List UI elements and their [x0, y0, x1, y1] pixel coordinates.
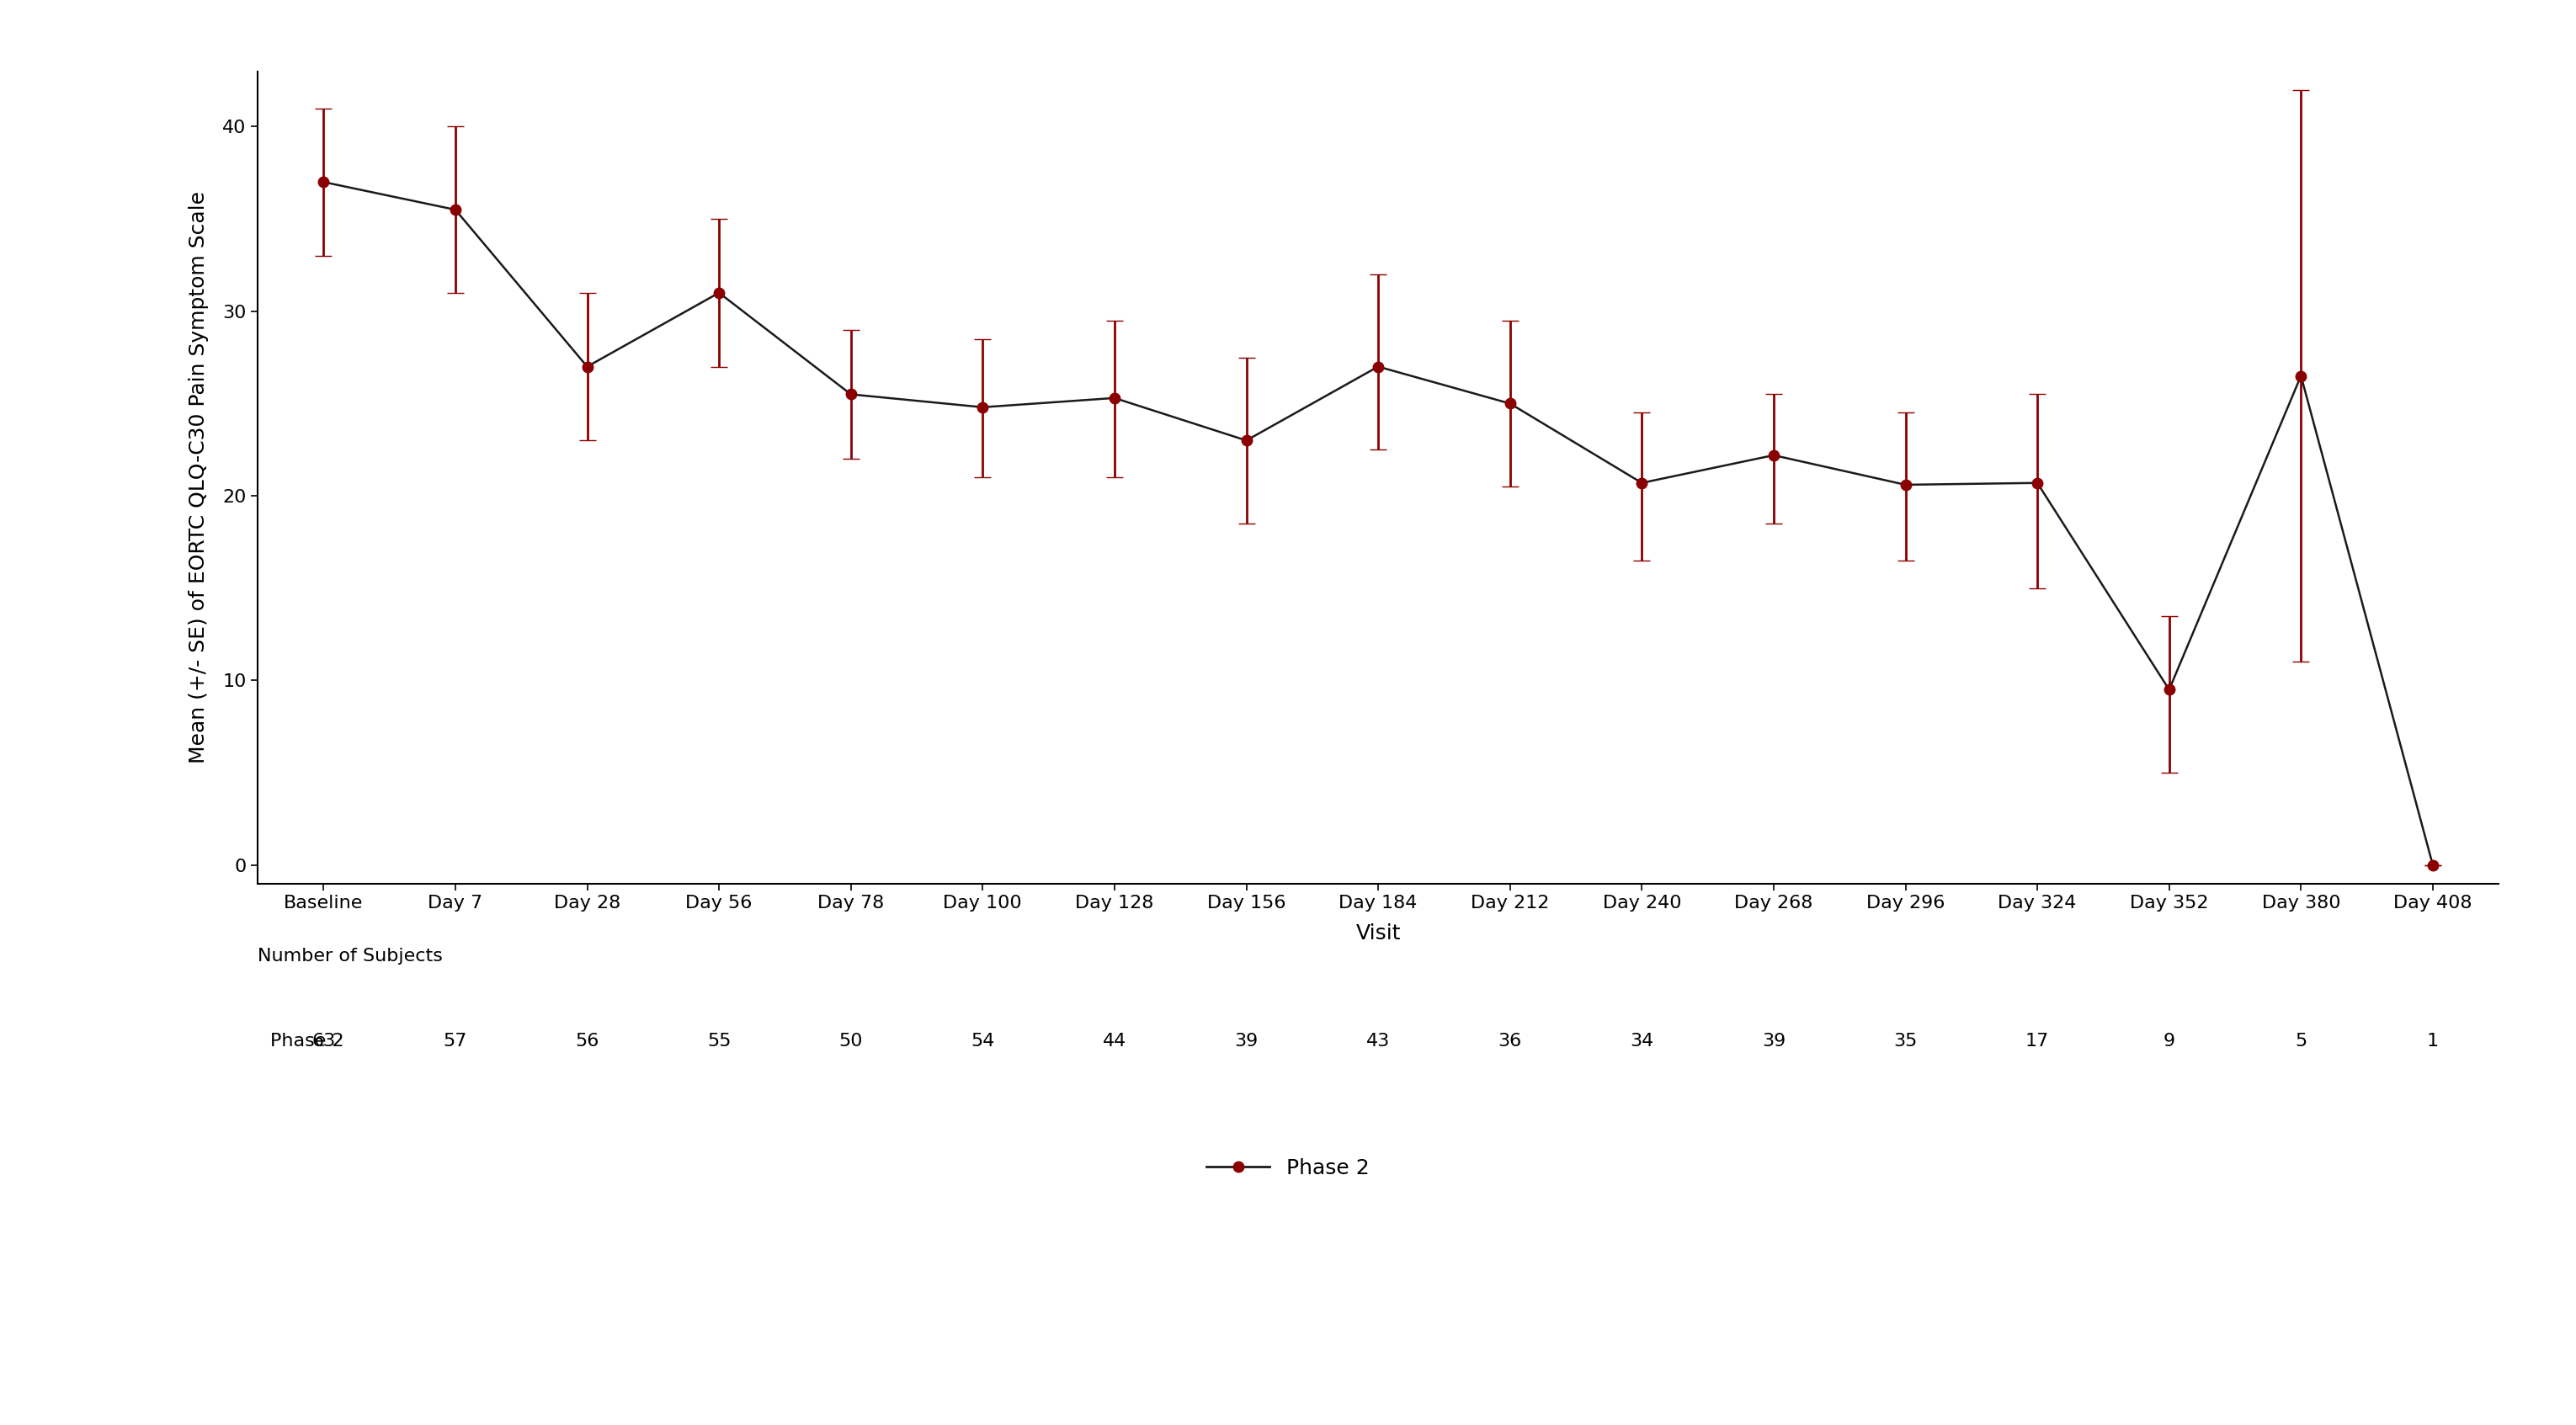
Text: 57: 57 — [443, 1033, 466, 1050]
Legend: Phase 2: Phase 2 — [1198, 1150, 1378, 1187]
Text: 17: 17 — [2025, 1033, 2048, 1050]
Text: 63: 63 — [312, 1033, 335, 1050]
Text: 1: 1 — [2427, 1033, 2439, 1050]
Text: Phase 2: Phase 2 — [270, 1033, 345, 1050]
X-axis label: Visit: Visit — [1355, 923, 1401, 943]
Text: 50: 50 — [840, 1033, 863, 1050]
Text: 5: 5 — [2295, 1033, 2308, 1050]
Text: 9: 9 — [2164, 1033, 2174, 1050]
Text: 44: 44 — [1103, 1033, 1126, 1050]
Text: 39: 39 — [1762, 1033, 1785, 1050]
Text: 55: 55 — [706, 1033, 732, 1050]
Text: 54: 54 — [971, 1033, 994, 1050]
Y-axis label: Mean (+/- SE) of EORTC QLQ-C30 Pain Symptom Scale: Mean (+/- SE) of EORTC QLQ-C30 Pain Symp… — [188, 191, 209, 764]
Text: 56: 56 — [574, 1033, 600, 1050]
Text: 34: 34 — [1631, 1033, 1654, 1050]
Text: 39: 39 — [1234, 1033, 1257, 1050]
Text: 35: 35 — [1893, 1033, 1917, 1050]
Text: Number of Subjects: Number of Subjects — [258, 948, 443, 965]
Text: 43: 43 — [1365, 1033, 1391, 1050]
Text: 36: 36 — [1499, 1033, 1522, 1050]
